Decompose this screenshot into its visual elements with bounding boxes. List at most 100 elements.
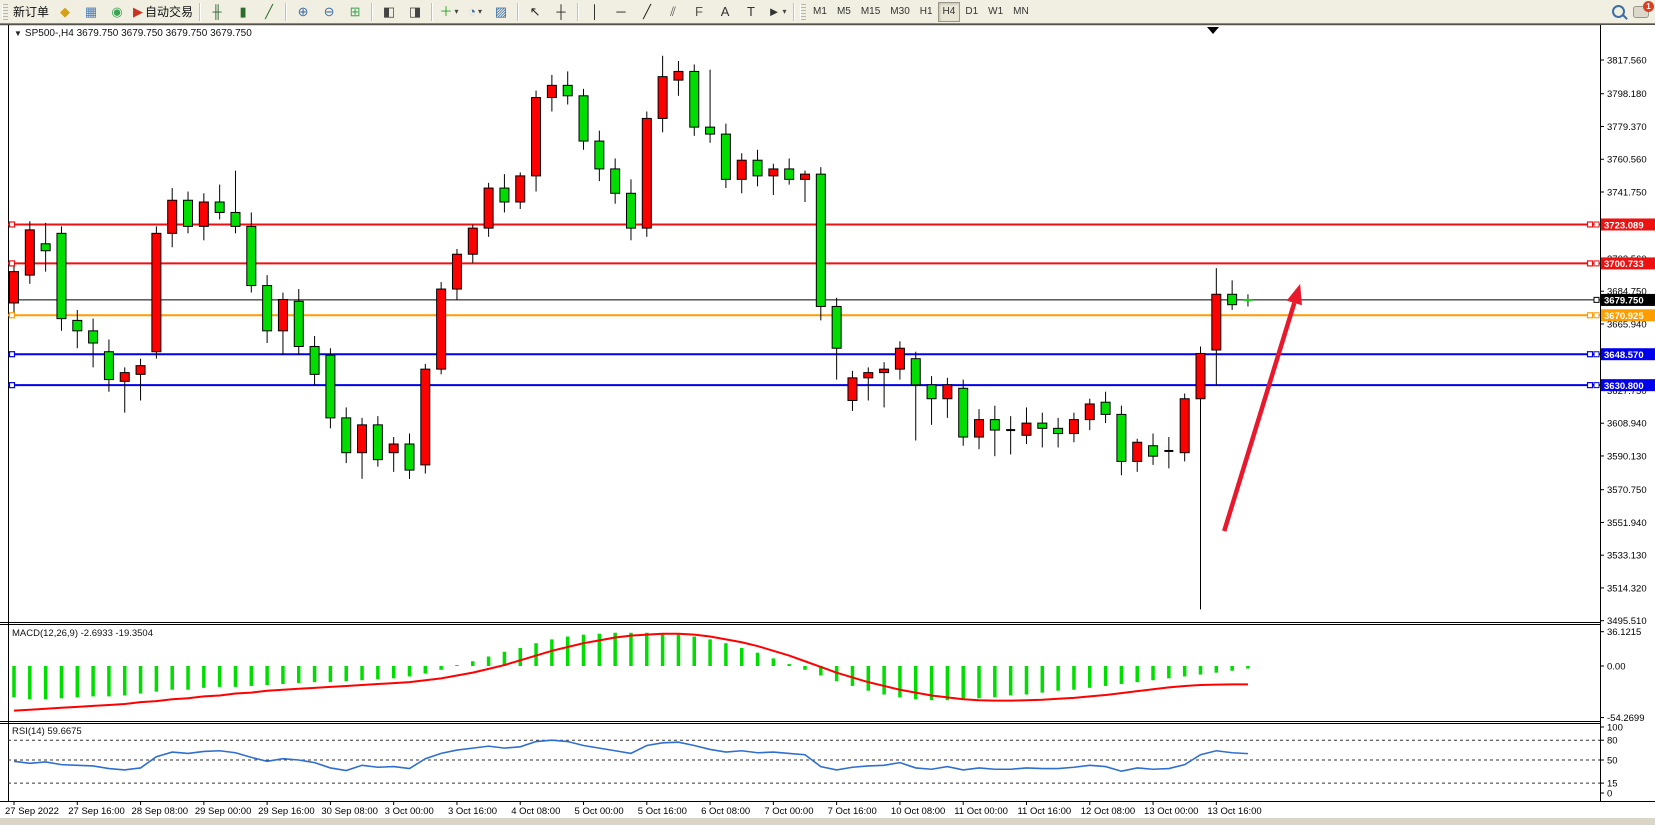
time-tick-label: 11 Oct 00:00 <box>954 806 1008 817</box>
line-chart-button[interactable]: ╱ <box>256 1 282 23</box>
support-line-1-handle[interactable] <box>8 351 16 358</box>
resistance-line-1-price-label[interactable] <box>1601 218 1655 231</box>
trendline-button[interactable]: ╱ <box>634 1 660 23</box>
time-tick-label: 13 Oct 16:00 <box>1207 806 1261 817</box>
svg-text:3700.733: 3700.733 <box>1604 259 1644 270</box>
templates-button[interactable]: ▨ <box>488 1 514 23</box>
rsi-axis-label: 0 <box>1607 789 1612 800</box>
horizontal-line-objects <box>8 223 1600 387</box>
support-line-1-handle[interactable] <box>1586 351 1594 358</box>
chart-shift-button[interactable]: ◨ <box>402 1 428 23</box>
time-tick-label: 4 Oct 08:00 <box>511 806 560 817</box>
price-tick-label: 3665.940 <box>1607 319 1647 330</box>
support-line-2-handle[interactable] <box>8 382 16 389</box>
resistance-line-2-handle[interactable] <box>8 260 16 267</box>
tile-windows-button[interactable]: ⊞ <box>342 1 368 23</box>
auto-trading-button[interactable]: ▶ 自动交易 <box>130 1 196 23</box>
zoom-out-icon: ⊖ <box>323 4 335 19</box>
time-tick-label: 5 Oct 16:00 <box>638 806 687 817</box>
candlestick-chart-icon: ▮ <box>239 4 247 19</box>
add-indicator-button[interactable]: ＋ ▾ <box>436 1 462 23</box>
fibonacci-button[interactable]: F <box>686 1 712 23</box>
macd-panel <box>12 632 1250 712</box>
channel-button[interactable]: ⫽ <box>660 1 686 23</box>
new-order-button[interactable]: 新订单 <box>10 1 52 23</box>
zoom-in-button[interactable]: ⊕ <box>290 1 316 23</box>
orange-level-line-price-label[interactable] <box>1601 309 1655 322</box>
channel-icon: ⫽ <box>670 4 676 19</box>
time-axis: 27 Sep 2022 27 Sep 16:00 28 Sep 08:00 29 Se… <box>5 801 1262 817</box>
timeframe-h4-button[interactable]: H4 <box>937 1 961 22</box>
new-order-button-label: 新订单 <box>13 5 50 19</box>
time-tick-label: 29 Sep 00:00 <box>195 806 252 817</box>
time-tick-label: 30 Sep 08:00 <box>321 806 378 817</box>
chart-shift-icon: ◨ <box>408 4 422 19</box>
arrows-button[interactable]: ► ▾ <box>764 1 790 23</box>
horizontal-line-button[interactable]: ─ <box>608 1 634 23</box>
chevron-down-icon[interactable]: ▾ <box>782 7 787 16</box>
resistance-line-1-handle[interactable] <box>8 221 16 228</box>
chart-window-icon-button[interactable]: ◆ <box>52 1 78 23</box>
chart-title-collapse-icon[interactable]: ▼ <box>14 29 22 38</box>
crosshair-button[interactable]: ┼ <box>548 1 574 23</box>
time-tick-label: 3 Oct 00:00 <box>385 806 434 817</box>
search-icon[interactable] <box>1612 5 1625 18</box>
cursor-icon: ↖ <box>529 4 541 19</box>
signal-icon-button[interactable]: ◉ <box>104 1 130 23</box>
svg-text:3648.570: 3648.570 <box>1604 350 1644 361</box>
timeframe-w1-button[interactable]: W1 <box>988 6 1004 17</box>
text-label-button[interactable]: T <box>738 1 764 23</box>
svg-text:3723.089: 3723.089 <box>1604 220 1644 231</box>
chart-shift-marker[interactable] <box>1207 27 1219 34</box>
timeframe-m1-button[interactable]: M1 <box>813 6 827 17</box>
timeframe-mn-button[interactable]: MN <box>1013 6 1029 17</box>
cursor-button[interactable]: ↖ <box>522 1 548 23</box>
orange-level-line-handle[interactable] <box>1586 312 1594 319</box>
toolbar-grip <box>800 3 807 20</box>
time-tick-label: 27 Sep 16:00 <box>68 806 125 817</box>
timeframe-m30-button[interactable]: M30 <box>890 6 910 17</box>
price-tick-label: 3817.560 <box>1607 56 1647 67</box>
macd-axis-label: 36.1215 <box>1607 627 1641 638</box>
current-price-label[interactable] <box>1601 293 1655 306</box>
chart-window-icon-icon: ◆ <box>60 4 71 19</box>
periods-button[interactable]: ◔ ▾ <box>462 1 488 23</box>
zoom-out-button[interactable]: ⊖ <box>316 1 342 23</box>
trend-arrow-head[interactable] <box>1286 283 1302 306</box>
candlestick-chart-button[interactable]: ▮ <box>230 1 256 23</box>
toolbar-grip <box>2 3 8 20</box>
horizontal-line-icon: ─ <box>616 4 626 19</box>
templates-icon: ▨ <box>494 4 508 19</box>
chevron-down-icon[interactable]: ▾ <box>454 7 459 16</box>
text-button[interactable]: A <box>712 1 738 23</box>
support-line-2-handle[interactable] <box>1586 382 1594 389</box>
time-tick-label: 13 Oct 00:00 <box>1144 806 1198 817</box>
periods-icon: ◔ <box>468 4 476 19</box>
support-line-2-price-label[interactable] <box>1601 379 1655 392</box>
support-line-1-price-label[interactable] <box>1601 348 1655 361</box>
resistance-line-2-handle[interactable] <box>1586 260 1594 267</box>
orange-level-line-handle[interactable] <box>8 312 16 319</box>
line-chart-icon: ╱ <box>265 4 273 19</box>
resistance-line-1-handle[interactable] <box>1586 221 1594 228</box>
chart-title: ▼ SP500-,H4 3679.750 3679.750 3679.750 36… <box>14 28 252 39</box>
auto-scroll-button[interactable]: ◧ <box>376 1 402 23</box>
timeframe-m15-button[interactable]: M15 <box>860 6 881 17</box>
open-chart-icon-button[interactable]: ▦ <box>78 1 104 23</box>
price-tick-label: 3608.940 <box>1607 419 1647 430</box>
resistance-line-2-price-label[interactable] <box>1601 257 1655 270</box>
svg-text:3670.925: 3670.925 <box>1604 311 1644 322</box>
toolbar-separator <box>793 2 796 21</box>
timeframe-m5-button[interactable]: M5 <box>836 6 851 17</box>
bar-chart-button[interactable]: ╫ <box>204 1 230 23</box>
macd-axis-label: -54.2699 <box>1607 713 1645 724</box>
time-tick-label: 7 Oct 00:00 <box>764 806 813 817</box>
vertical-line-button[interactable]: │ <box>582 1 608 23</box>
trend-arrow[interactable] <box>1222 302 1297 532</box>
timeframe-h1-button[interactable]: H1 <box>919 6 933 17</box>
tile-windows-icon: ⊞ <box>349 4 361 19</box>
notifications-icon[interactable]: 1 <box>1633 0 1654 18</box>
timeframe-d1-button[interactable]: D1 <box>965 6 979 17</box>
chevron-down-icon[interactable]: ▾ <box>477 7 482 16</box>
price-tick-label: 3798.180 <box>1607 89 1647 100</box>
